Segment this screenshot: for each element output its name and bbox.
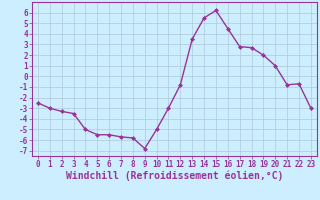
X-axis label: Windchill (Refroidissement éolien,°C): Windchill (Refroidissement éolien,°C)	[66, 171, 283, 181]
